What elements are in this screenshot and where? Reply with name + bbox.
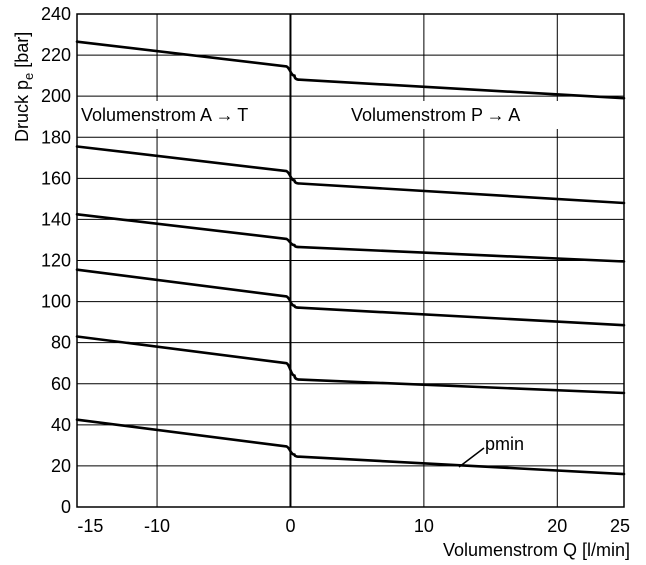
series-line-5 — [75, 335, 626, 395]
x-tick-label-10: 10 — [414, 516, 434, 536]
series-line-1 — [75, 40, 626, 100]
y-axis-label-subscript: e — [21, 73, 36, 80]
y-tick-label-160: 160 — [41, 168, 71, 188]
y-tick-label-0: 0 — [61, 497, 71, 517]
y-axis-label-main: Druck p — [12, 80, 32, 142]
y-tick-label-20: 20 — [51, 456, 71, 476]
y-axis-label: Druck pe [bar] — [12, 32, 36, 142]
y-tick-label-220: 220 — [41, 45, 71, 65]
x-tick-label-0: 0 — [285, 516, 295, 536]
x-tick-label-25: 25 — [610, 516, 630, 536]
y-tick-label-240: 240 — [41, 4, 71, 24]
y-tick-label-60: 60 — [51, 374, 71, 394]
tick-labels: -15 -10 0 10 20 25 0 20 40 60 80 100 120 140 160 180 200… — [41, 4, 630, 536]
annotation-right-region-background — [349, 101, 559, 129]
y-tick-label-40: 40 — [51, 415, 71, 435]
series-layer — [75, 40, 626, 476]
x-tick-label-neg10: -10 — [144, 516, 170, 536]
y-tick-label-120: 120 — [41, 251, 71, 271]
y-axis-label-unit: [bar] — [12, 32, 32, 73]
y-tick-label-180: 180 — [41, 127, 71, 147]
x-tick-label-20: 20 — [547, 516, 567, 536]
x-tick-label-neg15: -15 — [77, 516, 103, 536]
series-line-3 — [75, 213, 626, 263]
y-tick-label-200: 200 — [41, 86, 71, 106]
plot-frame — [76, 13, 625, 508]
annotation-left-region: Volumenstrom A → T — [81, 105, 248, 125]
series-line-6 — [75, 418, 626, 476]
annotation-pmin: pmin — [485, 434, 524, 454]
x-axis-label: Volumenstrom Q [l/min] — [443, 540, 630, 560]
y-tick-label-100: 100 — [41, 292, 71, 312]
series-line-2 — [75, 145, 626, 205]
grid-lines — [77, 14, 624, 507]
annotation-right-region: Volumenstrom P → A — [351, 105, 520, 125]
series-line-4 — [75, 268, 626, 327]
y-tick-label-80: 80 — [51, 333, 71, 353]
pmin-leader-line — [458, 447, 485, 468]
annotation-left-region-background — [80, 101, 276, 129]
y-tick-label-140: 140 — [41, 209, 71, 229]
